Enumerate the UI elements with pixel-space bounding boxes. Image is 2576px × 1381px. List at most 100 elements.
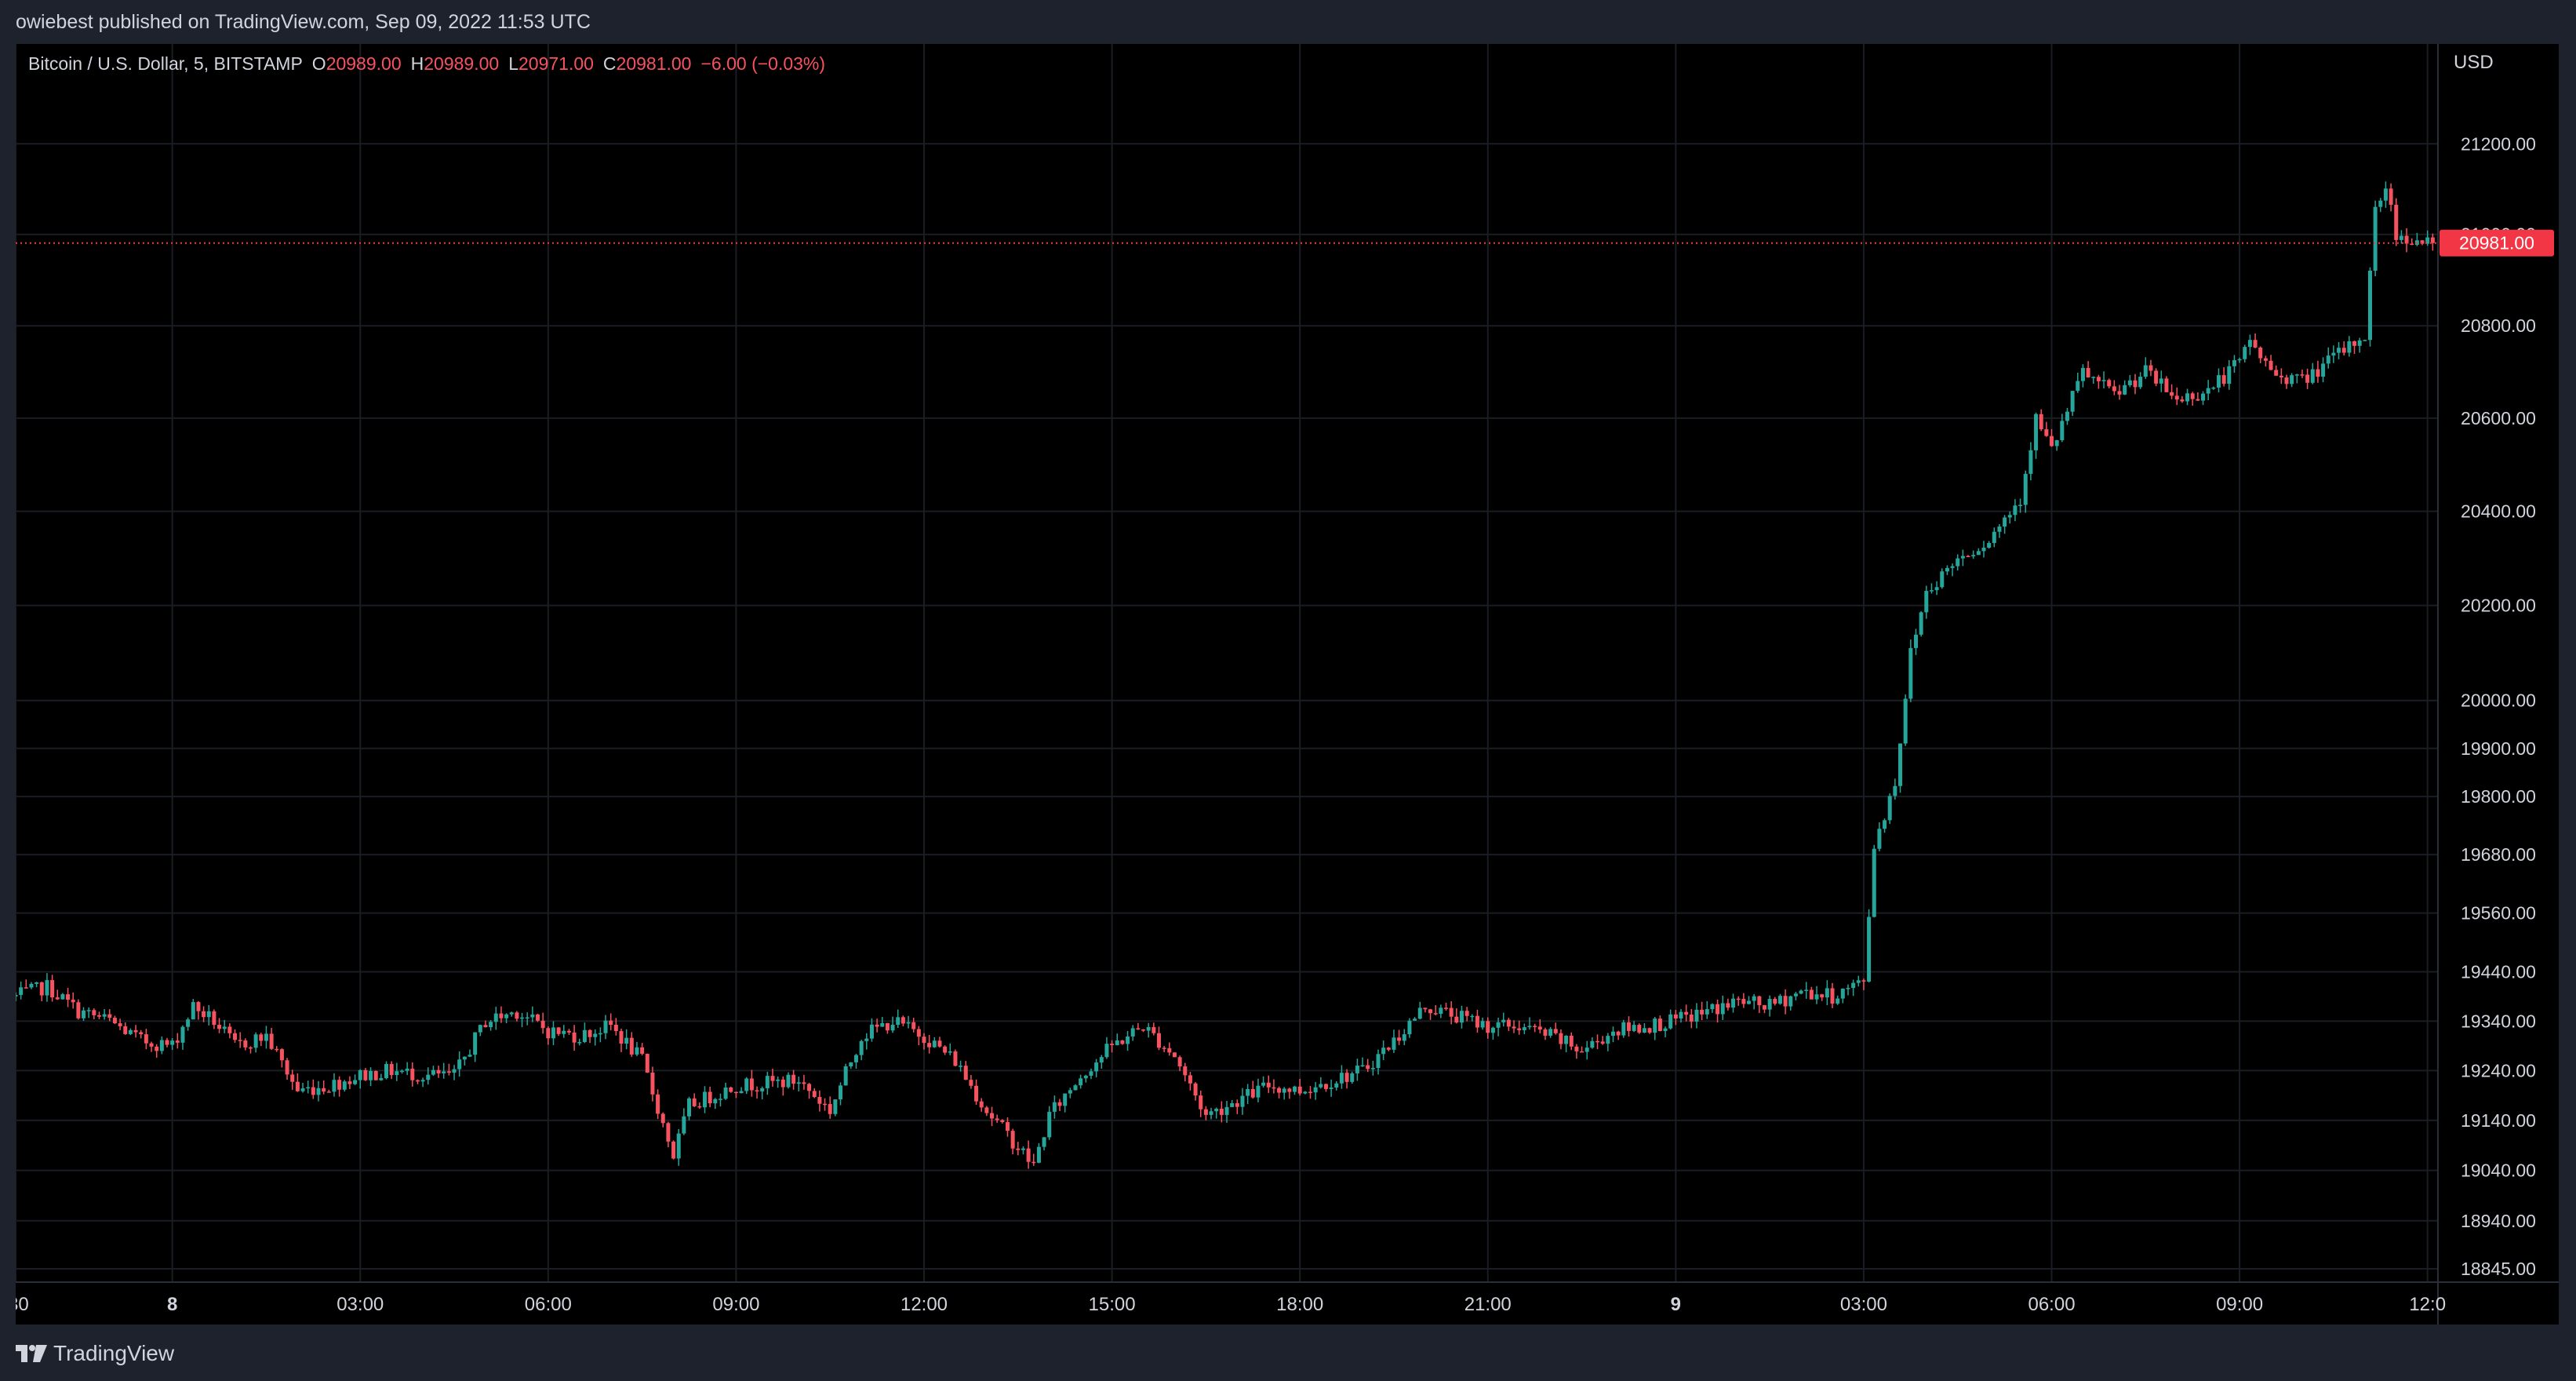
candle-body bbox=[927, 1043, 932, 1048]
candle-body bbox=[1344, 1073, 1349, 1082]
candle-body bbox=[1115, 1040, 1119, 1045]
candle bbox=[1444, 1002, 1449, 1011]
candle-body bbox=[1355, 1066, 1359, 1073]
price-tick-label: 19140.00 bbox=[2461, 1110, 2536, 1131]
candle bbox=[2123, 380, 2127, 395]
candle-body bbox=[1501, 1019, 1506, 1022]
candle-body bbox=[1934, 587, 1939, 591]
candle bbox=[969, 1075, 973, 1089]
tradingview-brand[interactable]: TradingView bbox=[16, 1340, 174, 1367]
candle-body bbox=[1266, 1082, 1271, 1088]
candle-body bbox=[1673, 1014, 1678, 1018]
candle-body bbox=[180, 1026, 185, 1043]
candle bbox=[462, 1056, 467, 1066]
chart-pane[interactable]: 21200.0021000.0020800.0020600.0020400.00… bbox=[16, 44, 2559, 1325]
candle-body bbox=[1553, 1029, 1558, 1033]
candle-body bbox=[1913, 634, 1918, 648]
candle-body bbox=[515, 1012, 519, 1019]
candle bbox=[1026, 1140, 1031, 1169]
candle bbox=[1277, 1086, 1282, 1099]
candle bbox=[2305, 368, 2310, 389]
candle-body bbox=[1992, 531, 1996, 544]
candle-body bbox=[765, 1076, 770, 1088]
candle-body bbox=[1459, 1011, 1464, 1023]
candle-body bbox=[1386, 1048, 1391, 1050]
candle bbox=[1736, 996, 1741, 1006]
candle-body bbox=[399, 1070, 404, 1073]
candle-body bbox=[530, 1014, 535, 1018]
candle bbox=[1203, 1106, 1208, 1120]
candle bbox=[640, 1043, 645, 1055]
symbol-title[interactable]: Bitcoin / U.S. Dollar, 5, BITSTAMP bbox=[28, 53, 303, 74]
candle bbox=[2190, 392, 2195, 406]
candle-body bbox=[2290, 375, 2294, 384]
candle bbox=[1856, 975, 1861, 987]
candle bbox=[1459, 1005, 1464, 1029]
candle-body bbox=[755, 1090, 759, 1091]
candle bbox=[1553, 1022, 1558, 1035]
low-label: L bbox=[508, 53, 518, 74]
candle-body bbox=[995, 1118, 999, 1120]
candle-body bbox=[1574, 1046, 1579, 1051]
candle-body bbox=[974, 1085, 979, 1102]
candle-body bbox=[1104, 1044, 1109, 1058]
price-tick-label: 21200.00 bbox=[2461, 133, 2536, 154]
candle bbox=[1950, 563, 1955, 577]
candle bbox=[1417, 1001, 1422, 1020]
candle bbox=[582, 1022, 587, 1044]
candle-body bbox=[2143, 365, 2148, 377]
candle-body bbox=[2070, 391, 2075, 412]
candle-body bbox=[431, 1069, 435, 1075]
candle bbox=[24, 979, 28, 989]
candle-body bbox=[1224, 1106, 1229, 1115]
candle-body bbox=[624, 1037, 629, 1044]
candle-body bbox=[1945, 567, 1949, 572]
candle bbox=[1214, 1107, 1219, 1119]
candle-body bbox=[1360, 1065, 1365, 1067]
candle-body bbox=[2247, 340, 2252, 348]
candle bbox=[499, 1006, 504, 1023]
candle-body bbox=[572, 1032, 577, 1043]
candle bbox=[546, 1026, 551, 1045]
candle bbox=[405, 1062, 409, 1076]
candle-body bbox=[384, 1064, 389, 1078]
candle bbox=[530, 1006, 535, 1022]
candle-body bbox=[2263, 358, 2268, 361]
candle bbox=[1533, 1023, 1537, 1033]
candle-body bbox=[2341, 348, 2346, 353]
candle bbox=[1110, 1040, 1115, 1053]
candle bbox=[1036, 1142, 1041, 1164]
candle-body bbox=[1981, 547, 1986, 552]
candle-body bbox=[520, 1017, 525, 1019]
candle-body bbox=[123, 1026, 128, 1034]
candle-body bbox=[2363, 340, 2367, 341]
candle-body bbox=[504, 1014, 509, 1018]
candlestick-chart[interactable]: 21200.0021000.0020800.0020600.0020400.00… bbox=[16, 44, 2559, 1325]
candle-body bbox=[468, 1055, 472, 1057]
candle bbox=[1366, 1059, 1370, 1073]
candle bbox=[363, 1068, 368, 1081]
candle bbox=[2341, 341, 2346, 356]
candle-body bbox=[702, 1091, 707, 1108]
candle bbox=[446, 1063, 451, 1076]
candle bbox=[1574, 1044, 1579, 1059]
candle-body bbox=[227, 1026, 232, 1033]
candle-body bbox=[1564, 1036, 1569, 1044]
candle bbox=[1094, 1059, 1099, 1077]
candle bbox=[1162, 1046, 1166, 1052]
price-tick-label: 20600.00 bbox=[2461, 408, 2536, 428]
candle-body bbox=[1047, 1111, 1052, 1138]
candle bbox=[2352, 341, 2357, 354]
candle bbox=[1246, 1084, 1250, 1105]
candle-body bbox=[1110, 1044, 1115, 1045]
candle bbox=[1344, 1069, 1349, 1089]
candle bbox=[442, 1062, 446, 1079]
candle-body bbox=[1496, 1022, 1501, 1028]
candle-body bbox=[1861, 980, 1866, 982]
candle-body bbox=[2117, 391, 2122, 395]
candle bbox=[290, 1069, 295, 1090]
candle bbox=[880, 1016, 885, 1027]
candle bbox=[1804, 982, 1809, 999]
candle-body bbox=[1177, 1057, 1182, 1067]
candle bbox=[399, 1069, 404, 1074]
